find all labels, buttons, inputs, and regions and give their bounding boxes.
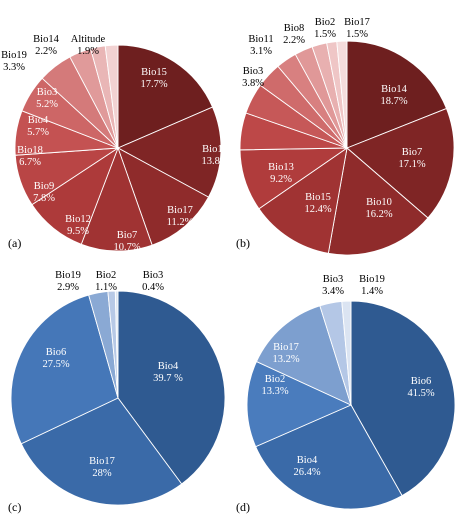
slice-label-bio4: Bio4 5.7% — [27, 115, 49, 138]
pie-slice-bio10 — [327, 147, 429, 256]
slice-label-bio19: Bio19 2.9% — [55, 270, 81, 293]
slice-label-bio9: Bio9 7.8% — [33, 181, 55, 204]
slice-label-bio2: Bio2 1.5% — [314, 17, 336, 40]
slice-label-bio2: Bio2 13.3% — [261, 374, 288, 397]
pie-slice-bio15 — [117, 44, 214, 149]
slice-label-bio6: Bio6 41.5% — [407, 376, 434, 399]
slice-label-bio14: Bio14 18.7% — [380, 84, 407, 107]
pie-slice-bio17 — [20, 397, 183, 506]
panel-letter-c: (c) — [8, 500, 21, 514]
slice-label-bio7: Bio7 10.7% — [113, 230, 140, 253]
pie-slice-bio17 — [336, 40, 348, 149]
pie-slice-altitude — [104, 44, 119, 149]
slice-label-bio2: Bio2 1.1% — [95, 270, 117, 293]
panel-letter-d: (d) — [236, 500, 250, 514]
slice-label-bio10: Bio10 16.2% — [365, 197, 392, 220]
slice-label-bio3: Bio3 3.4% — [322, 274, 344, 297]
pie-slice-bio6 — [350, 300, 456, 497]
pie-slice-bio2 — [246, 360, 353, 448]
slice-label-bio4: Bio4 26.4% — [293, 455, 320, 478]
pie-panel-d: Bio6 41.5% Bio4 26.4% Bio2 13.3% Bio17 13.2% Bio… — [236, 274, 456, 514]
pie-panel-c: Bio4 39.7 % Bio17 28% Bio6 27.5% Bio19 2.9% Bio2… — [8, 270, 226, 514]
panel-letter-a: (a) — [8, 236, 21, 250]
slice-label-bio3: Bio3 0.4% — [142, 270, 164, 293]
slice-label-bio17: Bio17 1.5% — [344, 17, 370, 40]
slice-label-bio4: Bio4 39.7 % — [153, 361, 183, 384]
slice-label-bio3: Bio3 3.8% — [242, 66, 264, 89]
panel-letter-b: (b) — [236, 236, 250, 250]
pie-panel-b: Bio14 18.7% Bio7 17.1% Bio10 16.2% Bio15 12.4% B… — [236, 17, 455, 256]
slice-label-bio14: Bio14 2.2% — [33, 34, 59, 57]
pie-slice-bio15 — [258, 147, 348, 254]
slice-label-bio12: Bio12 9.5% — [65, 214, 91, 237]
pie-slice-bio19 — [341, 300, 352, 406]
slice-label-bio19: Bio19 3.3% — [1, 50, 27, 73]
pie-slice-bio7 — [80, 146, 153, 252]
pie-slice-bio4 — [117, 290, 226, 485]
slice-label-bio11: Bio11 3.1% — [248, 34, 273, 57]
slice-label-altitude: Altitude 1.9% — [71, 34, 106, 57]
slice-label-bio19: Bio19 1.4% — [359, 274, 385, 297]
slice-label-bio17: Bio17 28% — [89, 456, 115, 479]
slice-label-bio15: Bio15 12.4% — [304, 192, 331, 215]
slice-label-bio8: Bio8 2.2% — [283, 23, 305, 46]
slice-label-bio6: Bio6 27.5% — [42, 347, 69, 370]
slice-label-bio17: Bio17 11.2% — [167, 205, 194, 228]
pie-panel-a: Bio15 17.7% Bio10 13.8% Bio17 11.2% Bio7 10.7% B… — [1, 34, 229, 253]
pie-slice-bio17 — [117, 147, 210, 246]
slice-label-bio7: Bio7 17.1% — [398, 147, 425, 170]
slice-label-bio10: Bio10 13.8% — [201, 144, 228, 167]
slice-label-bio17: Bio17 13.2% — [272, 342, 299, 365]
pie-slice-bio10 — [116, 106, 222, 198]
slice-label-bio15: Bio15 17.7% — [140, 67, 167, 90]
pie-slice-bio6 — [10, 294, 119, 445]
pie-slice-bio7 — [346, 107, 455, 219]
slice-label-bio3: Bio3 5.2% — [36, 87, 58, 110]
pie-slice-bio3 — [114, 290, 119, 399]
pie-slice-bio14 — [346, 40, 448, 149]
slice-label-bio18: Bio18 6.7% — [17, 145, 43, 168]
slice-label-bio13: Bio13 9.2% — [268, 162, 294, 185]
